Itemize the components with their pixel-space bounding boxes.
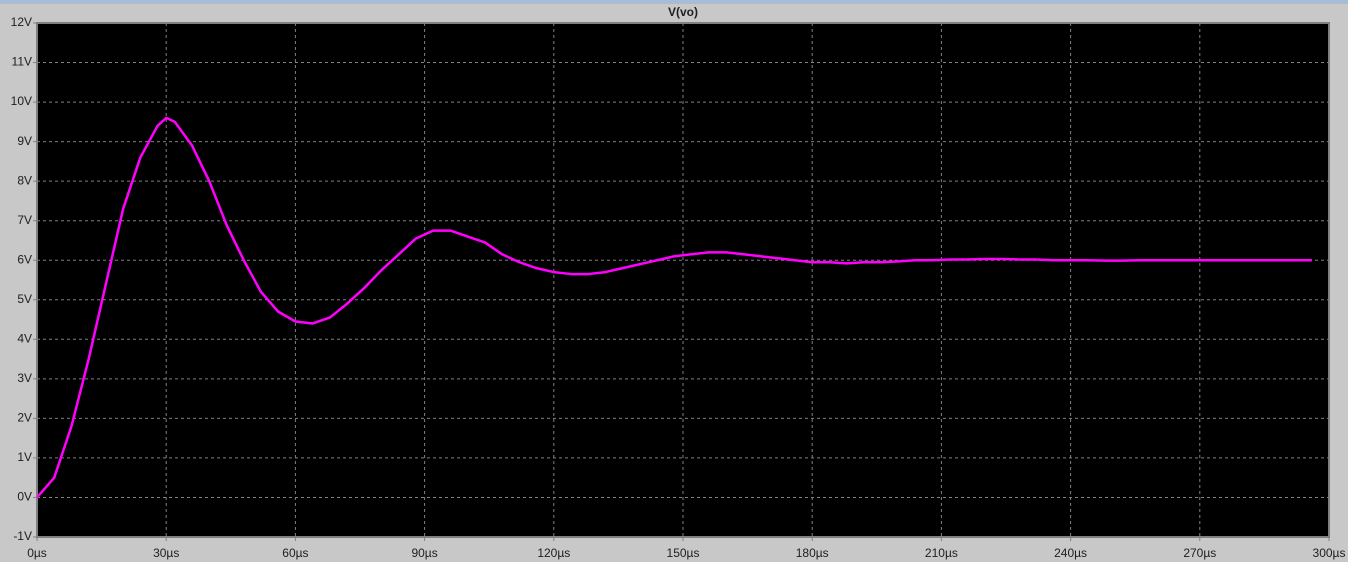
x-tick-label: 270µs xyxy=(1183,546,1216,560)
y-tick-label: 4V xyxy=(17,331,32,345)
trace-line xyxy=(36,116,1312,499)
plot-area xyxy=(36,22,1330,538)
x-tick-label: 60µs xyxy=(282,546,308,560)
y-tick-label: 6V xyxy=(17,252,32,266)
x-tick-label: 300µs xyxy=(1313,546,1346,560)
trace-label[interactable]: V(vo) xyxy=(668,5,698,19)
y-tick-label: 12V xyxy=(11,15,32,29)
y-tick-label: 11V xyxy=(12,55,32,69)
y-tick-label: 9V xyxy=(17,134,32,148)
x-tick-label: 120µs xyxy=(537,546,570,560)
y-tick-label: 1V xyxy=(17,450,32,464)
x-tick-label: 90µs xyxy=(411,546,437,560)
x-tick-label: 180µs xyxy=(796,546,829,560)
y-tick-label: 2V xyxy=(17,411,32,425)
x-tick-label: 150µs xyxy=(667,546,700,560)
plot xyxy=(36,116,1312,499)
y-tick-label: 7V xyxy=(17,213,32,227)
x-tick-label: 240µs xyxy=(1054,546,1087,560)
y-tick-label: 5V xyxy=(17,292,32,306)
y-tick-label: 10V xyxy=(11,94,32,108)
x-tick-label: 210µs xyxy=(925,546,958,560)
x-tick-label: 0µs xyxy=(27,546,47,560)
y-tick-label: 3V xyxy=(17,371,32,385)
y-tick-label: 8V xyxy=(17,173,32,187)
y-tick-label: 0V xyxy=(17,490,32,504)
y-tick-label: -1V xyxy=(13,529,32,543)
x-tick-label: 30µs xyxy=(153,546,179,560)
window-top-border xyxy=(0,0,1348,4)
